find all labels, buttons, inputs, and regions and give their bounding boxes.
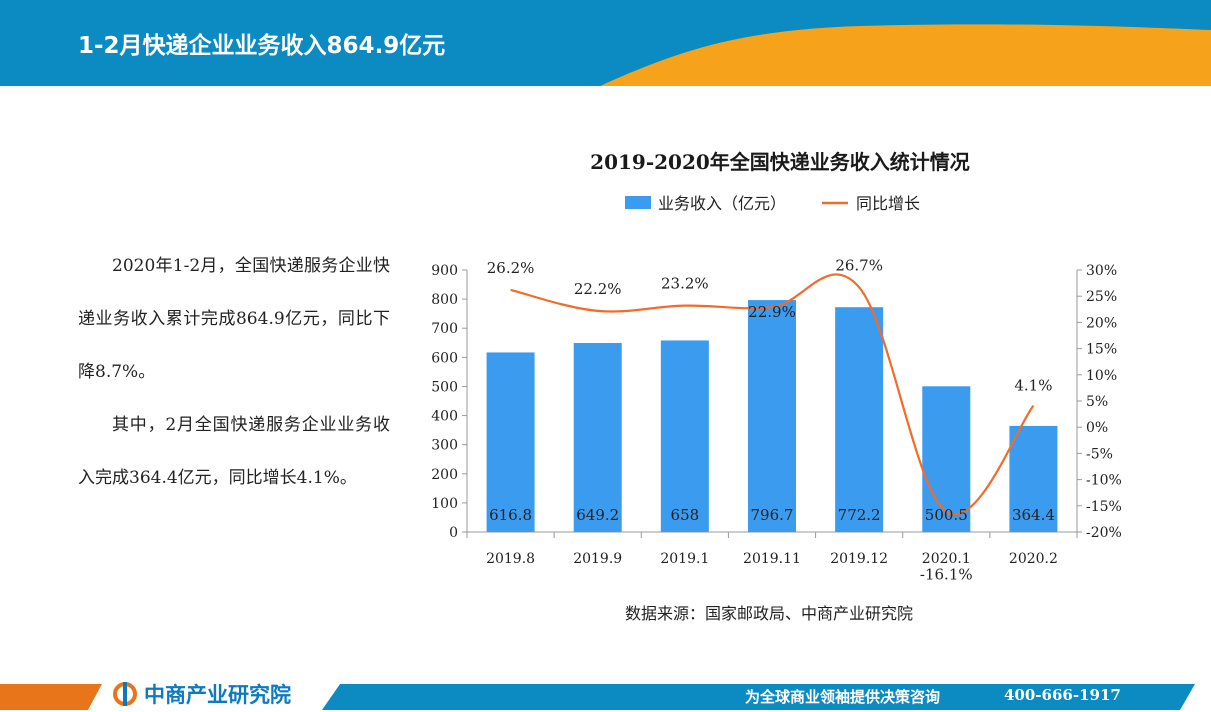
header-background (0, 0, 1211, 86)
logo-icon (113, 682, 137, 706)
left-axis-tick-label: 300 (431, 438, 458, 454)
x-axis-tick-label: 2020.1 (922, 551, 971, 567)
description-text: 2020年1-2月，全国快递服务企业快递业务收入累计完成864.9亿元，同比下降… (78, 240, 390, 505)
left-axis-tick-label: 600 (431, 350, 458, 366)
line-series (510, 273, 1035, 516)
growth-label: 22.9% (748, 303, 796, 321)
footer-background (0, 682, 1211, 712)
revenue-bar-label: 772.2 (838, 506, 881, 524)
revenue-bar (748, 300, 796, 532)
description-paragraph-1: 2020年1-2月，全国快递服务企业快递业务收入累计完成864.9亿元，同比下降… (78, 256, 390, 382)
revenue-bar-label: 658 (671, 506, 700, 524)
data-labels: 616.8 649.2 658 796.7 772.2 500.5 364.4 26.2% 22… (487, 256, 1055, 583)
revenue-bar-label: 616.8 (489, 506, 532, 524)
revenue-bar (922, 386, 971, 532)
right-axis-tick-label: 10% (1086, 368, 1117, 384)
x-axis-tick-label: 2019.1 (660, 551, 709, 567)
revenue-bar (1009, 425, 1058, 532)
right-axis-tick-label: 25% (1086, 289, 1117, 305)
right-axis-tick-label: 20% (1086, 315, 1117, 331)
revenue-bar-label: 500.5 (925, 506, 968, 524)
left-axis-tick-label: 200 (431, 467, 458, 483)
footer-band (0, 682, 1211, 712)
revenue-bar (486, 352, 535, 532)
growth-line (510, 273, 1035, 516)
growth-label: 23.2% (661, 275, 709, 293)
right-axis-tick-label: 0% (1086, 420, 1108, 436)
right-axis-tick-label: -20% (1086, 525, 1122, 541)
x-axis-tick-label: 2020.2 (1009, 551, 1058, 567)
footer-logo-text: 中商产业研究院 (144, 683, 291, 707)
revenue-bar (573, 343, 622, 532)
left-axis-tick-label: 800 (431, 292, 458, 308)
header-band: 1-2月快递企业业务收入864.9亿元 (0, 0, 1211, 86)
right-axis-tick-label: 5% (1086, 394, 1108, 410)
right-axis-tick-label: 15% (1086, 342, 1117, 358)
footer-slogan: 为全球商业领袖提供决策咨询 (745, 688, 941, 706)
revenue-bar (835, 307, 884, 532)
left-axis-tick-label: 900 (431, 263, 458, 279)
revenue-bar-label: 796.7 (751, 506, 794, 524)
x-axis-tick-label: 2019.12 (830, 551, 888, 567)
right-axis-tick-label: -5% (1086, 446, 1113, 462)
footer-logo: 中商产业研究院 (112, 682, 291, 707)
description-paragraph-2: 其中，2月全国快递服务企业业务收入完成364.4亿元，同比增长4.1%。 (78, 415, 390, 488)
right-axis-tick-label: 30% (1086, 263, 1117, 279)
growth-label: -16.1% (920, 566, 973, 584)
x-axis-tick-label: 2019.9 (573, 551, 622, 567)
revenue-bar (660, 340, 709, 532)
left-axis-tick-label: 400 (431, 409, 458, 425)
chart-legend: 业务收入（亿元） 同比增长 (625, 194, 920, 213)
right-axis-tick-label: -10% (1086, 473, 1122, 489)
growth-label: 22.2% (574, 280, 622, 298)
growth-label: 26.2% (487, 259, 535, 277)
left-axis-tick-label: 500 (431, 379, 458, 395)
legend-growth-label: 同比增长 (856, 194, 920, 213)
x-axis-tick-label: 2019.8 (486, 551, 535, 567)
left-axis-tick-label: 0 (449, 525, 458, 541)
left-axis-tick-label: 700 (431, 321, 458, 337)
x-axis-tick-label: 2019.11 (743, 551, 801, 567)
growth-label: 26.7% (835, 256, 883, 274)
revenue-bar-label: 649.2 (576, 506, 619, 524)
revenue-bar-label: 364.4 (1012, 506, 1055, 524)
growth-label: 4.1% (1014, 377, 1052, 395)
chart-title: 2019-2020年全国快递业务收入统计情况 (590, 150, 970, 174)
data-source: 数据来源：国家邮政局、中商产业研究院 (625, 604, 914, 623)
page-title: 1-2月快递企业业务收入864.9亿元 (78, 33, 446, 59)
left-axis-tick-label: 100 (431, 496, 458, 512)
legend-revenue-label: 业务收入（亿元） (658, 194, 786, 213)
legend-revenue-swatch (625, 196, 651, 209)
bar-series (486, 300, 1058, 532)
footer-phone: 400-666-1917 (1004, 686, 1121, 704)
right-axis-tick-label: -15% (1086, 499, 1122, 515)
